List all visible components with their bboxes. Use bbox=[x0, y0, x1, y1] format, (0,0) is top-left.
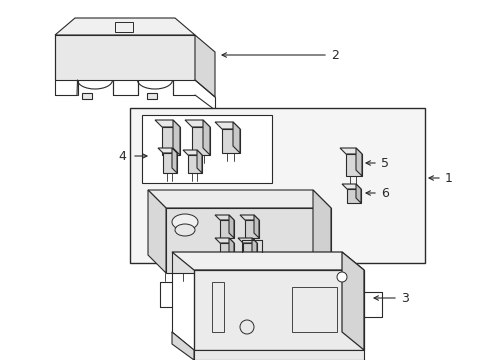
Polygon shape bbox=[228, 238, 234, 261]
Circle shape bbox=[240, 320, 253, 334]
Polygon shape bbox=[194, 270, 363, 350]
Bar bbox=[212, 282, 224, 332]
Polygon shape bbox=[341, 252, 363, 350]
Bar bbox=[142, 115, 271, 183]
Text: 1: 1 bbox=[444, 171, 452, 185]
Polygon shape bbox=[251, 238, 257, 261]
Polygon shape bbox=[172, 148, 177, 173]
Polygon shape bbox=[184, 120, 209, 127]
Polygon shape bbox=[243, 243, 257, 261]
Polygon shape bbox=[158, 148, 177, 153]
Polygon shape bbox=[222, 129, 240, 153]
Text: 2: 2 bbox=[330, 49, 338, 62]
Polygon shape bbox=[312, 190, 330, 273]
Polygon shape bbox=[341, 184, 360, 189]
Bar bbox=[291, 287, 336, 332]
Polygon shape bbox=[220, 220, 234, 238]
Polygon shape bbox=[339, 148, 361, 154]
Bar bbox=[147, 93, 157, 99]
Polygon shape bbox=[55, 35, 195, 80]
Polygon shape bbox=[172, 332, 194, 360]
Polygon shape bbox=[220, 243, 234, 261]
Polygon shape bbox=[355, 148, 361, 176]
Polygon shape bbox=[355, 184, 360, 203]
Polygon shape bbox=[197, 150, 202, 173]
Polygon shape bbox=[228, 215, 234, 238]
Bar bbox=[130, 108, 424, 263]
Polygon shape bbox=[55, 18, 195, 35]
Polygon shape bbox=[155, 120, 180, 127]
Circle shape bbox=[336, 272, 346, 282]
Text: 6: 6 bbox=[380, 186, 388, 199]
Polygon shape bbox=[187, 155, 202, 173]
Polygon shape bbox=[232, 122, 240, 153]
Polygon shape bbox=[173, 120, 180, 155]
Text: 3: 3 bbox=[400, 292, 408, 305]
Polygon shape bbox=[346, 154, 361, 176]
Polygon shape bbox=[165, 208, 330, 273]
Polygon shape bbox=[148, 190, 165, 273]
Polygon shape bbox=[203, 120, 209, 155]
Text: 5: 5 bbox=[380, 157, 388, 170]
Polygon shape bbox=[148, 190, 330, 208]
Ellipse shape bbox=[172, 214, 198, 230]
Polygon shape bbox=[346, 189, 360, 203]
Polygon shape bbox=[192, 127, 209, 155]
Text: 4: 4 bbox=[118, 149, 125, 162]
Polygon shape bbox=[244, 220, 259, 238]
Polygon shape bbox=[194, 350, 363, 360]
Polygon shape bbox=[215, 215, 234, 220]
Polygon shape bbox=[215, 238, 234, 243]
Polygon shape bbox=[238, 238, 257, 243]
Ellipse shape bbox=[175, 224, 195, 236]
Polygon shape bbox=[172, 252, 363, 270]
Polygon shape bbox=[163, 153, 177, 173]
Bar bbox=[115, 22, 133, 32]
Bar bbox=[82, 93, 92, 99]
Polygon shape bbox=[215, 122, 240, 129]
Polygon shape bbox=[162, 127, 180, 155]
Polygon shape bbox=[253, 215, 259, 238]
Polygon shape bbox=[183, 150, 202, 155]
Polygon shape bbox=[240, 215, 259, 220]
Polygon shape bbox=[195, 35, 215, 97]
